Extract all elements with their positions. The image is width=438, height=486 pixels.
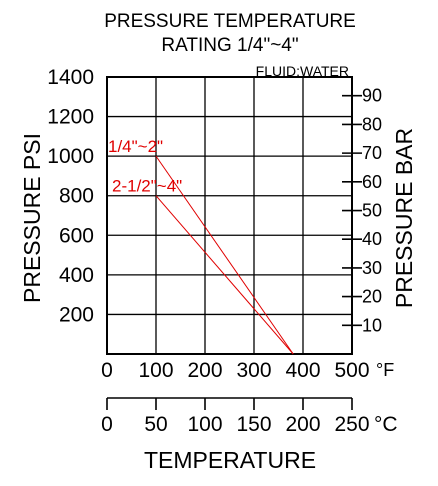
celsius-tick-label: 250: [334, 413, 369, 436]
fahrenheit-tick-label: 100: [138, 359, 173, 382]
tick-labels: 2004006008001000120014001020304050607080…: [47, 66, 382, 382]
psi-tick-label: 1400: [47, 66, 94, 89]
bar-tick-label: 40: [362, 229, 382, 249]
fahrenheit-tick-label: 500: [334, 359, 369, 382]
fahrenheit-tick-label: 0: [101, 359, 113, 382]
bar-tick-label: 50: [362, 201, 382, 221]
grid-lines: [106, 76, 353, 355]
y-axis-left-title: PRESSURE PSI: [19, 133, 45, 303]
psi-tick-label: 600: [59, 224, 94, 247]
series-lines: 1/4"~2" 2-1/2"~4": [108, 137, 294, 355]
fahrenheit-unit: °F: [376, 360, 394, 380]
bar-tick-label: 20: [362, 287, 382, 307]
psi-tick-label: 1200: [47, 106, 94, 129]
series-label: 2-1/2"~4": [112, 177, 182, 196]
celsius-tick-label: 150: [236, 413, 271, 436]
celsius-unit: °C: [374, 413, 398, 436]
plot-frame: [106, 76, 353, 355]
psi-tick-label: 800: [59, 185, 94, 208]
celsius-tick-label: 200: [285, 413, 320, 436]
bar-tick-label: 60: [362, 172, 382, 192]
psi-tick-label: 1000: [47, 145, 94, 168]
fahrenheit-tick-label: 200: [187, 359, 222, 382]
chart-title-line2: RATING 1/4"~4": [161, 35, 298, 56]
bar-tick-label: 70: [362, 143, 382, 163]
series-label: 1/4"~2": [108, 137, 163, 156]
chart-title-line1: PRESSURE TEMPERATURE: [104, 11, 356, 32]
bar-tick-label: 80: [362, 114, 382, 134]
x-axis-title: TEMPERATURE: [144, 447, 316, 473]
bar-tick-label: 10: [362, 315, 382, 335]
fahrenheit-tick-label: 400: [285, 359, 320, 382]
series-line: [155, 195, 294, 355]
series-line: [155, 155, 294, 355]
celsius-axis: 0 50 100 150 200 250: [101, 397, 370, 436]
bar-tick-label: 30: [362, 258, 382, 278]
y-axis-right-title: PRESSURE BAR: [391, 128, 417, 308]
celsius-tick-label: 100: [187, 413, 222, 436]
psi-tick-label: 400: [59, 264, 94, 287]
fluid-note: FLUID:WATER: [256, 63, 349, 79]
celsius-tick-label: 0: [101, 413, 113, 436]
psi-tick-label: 200: [59, 303, 94, 326]
bar-tick-label: 90: [362, 86, 382, 106]
fahrenheit-tick-label: 300: [236, 359, 271, 382]
celsius-tick-label: 50: [144, 413, 167, 436]
